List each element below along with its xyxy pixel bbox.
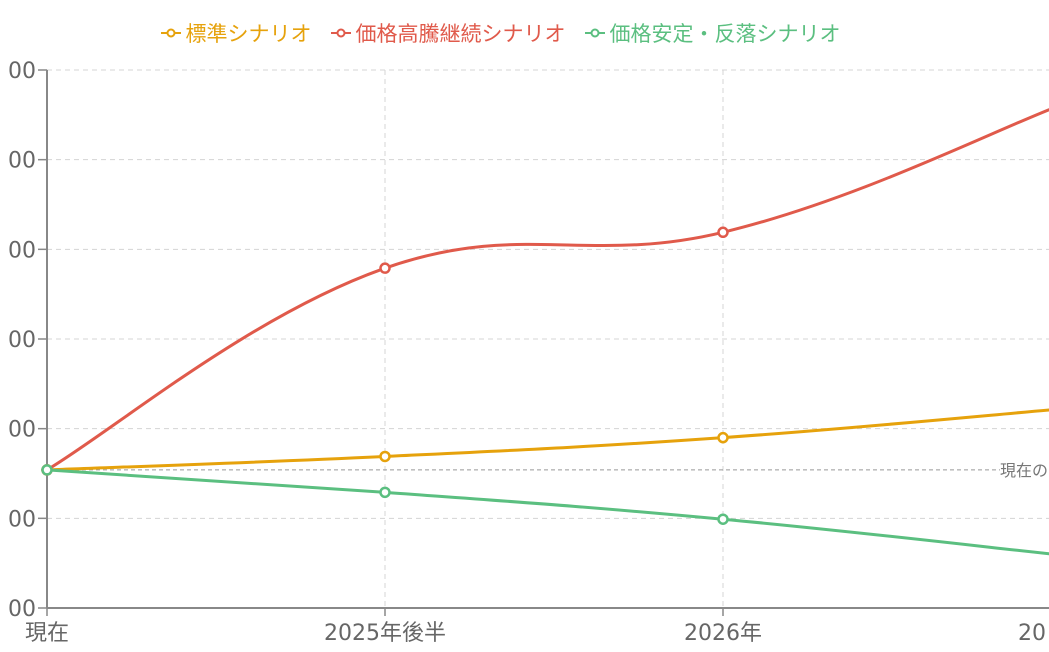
y-tick-label: 00 [8, 149, 36, 174]
series-line [46, 468, 1049, 556]
data-point [717, 431, 729, 444]
legend-marker-icon [584, 28, 605, 38]
legend-item[interactable]: 価格高騰継続シナリオ [330, 18, 566, 48]
x-tick-label: 現在 [25, 621, 69, 646]
x-tick-label: 2026年 [684, 621, 762, 646]
y-tick-label: 00 [8, 507, 36, 532]
legend-label: 標準シナリオ [185, 22, 312, 46]
series-line [46, 408, 1049, 472]
y-tick-label: 00 [8, 418, 36, 443]
y-tick-label: 00 [8, 597, 36, 622]
data-point [379, 486, 391, 499]
data-point [717, 513, 729, 525]
legend-label: 価格高騰継続シナリオ [355, 22, 566, 46]
legend-item[interactable]: 価格安定・反落シナリオ [584, 18, 841, 48]
x-tick-label: 2025年後半 [324, 621, 446, 646]
y-tick-label: 00 [8, 238, 36, 263]
data-point [717, 226, 729, 239]
data-point [379, 262, 391, 274]
series-line [46, 108, 1049, 472]
reference-line-label: 現在の [1000, 461, 1048, 480]
legend-marker-icon [330, 28, 351, 38]
data-point [41, 464, 53, 476]
legend-marker-icon [160, 28, 181, 38]
data-point [379, 450, 391, 463]
legend: 標準シナリオ 価格高騰継続シナリオ 価格安定・反落シナリオ [0, 18, 1000, 48]
legend-label: 価格安定・反落シナリオ [609, 22, 841, 46]
legend-item[interactable]: 標準シナリオ [160, 18, 312, 48]
x-tick-label: 20 [1018, 621, 1046, 646]
y-tick-label: 00 [8, 328, 36, 353]
y-tick-label: 00 [8, 59, 36, 84]
